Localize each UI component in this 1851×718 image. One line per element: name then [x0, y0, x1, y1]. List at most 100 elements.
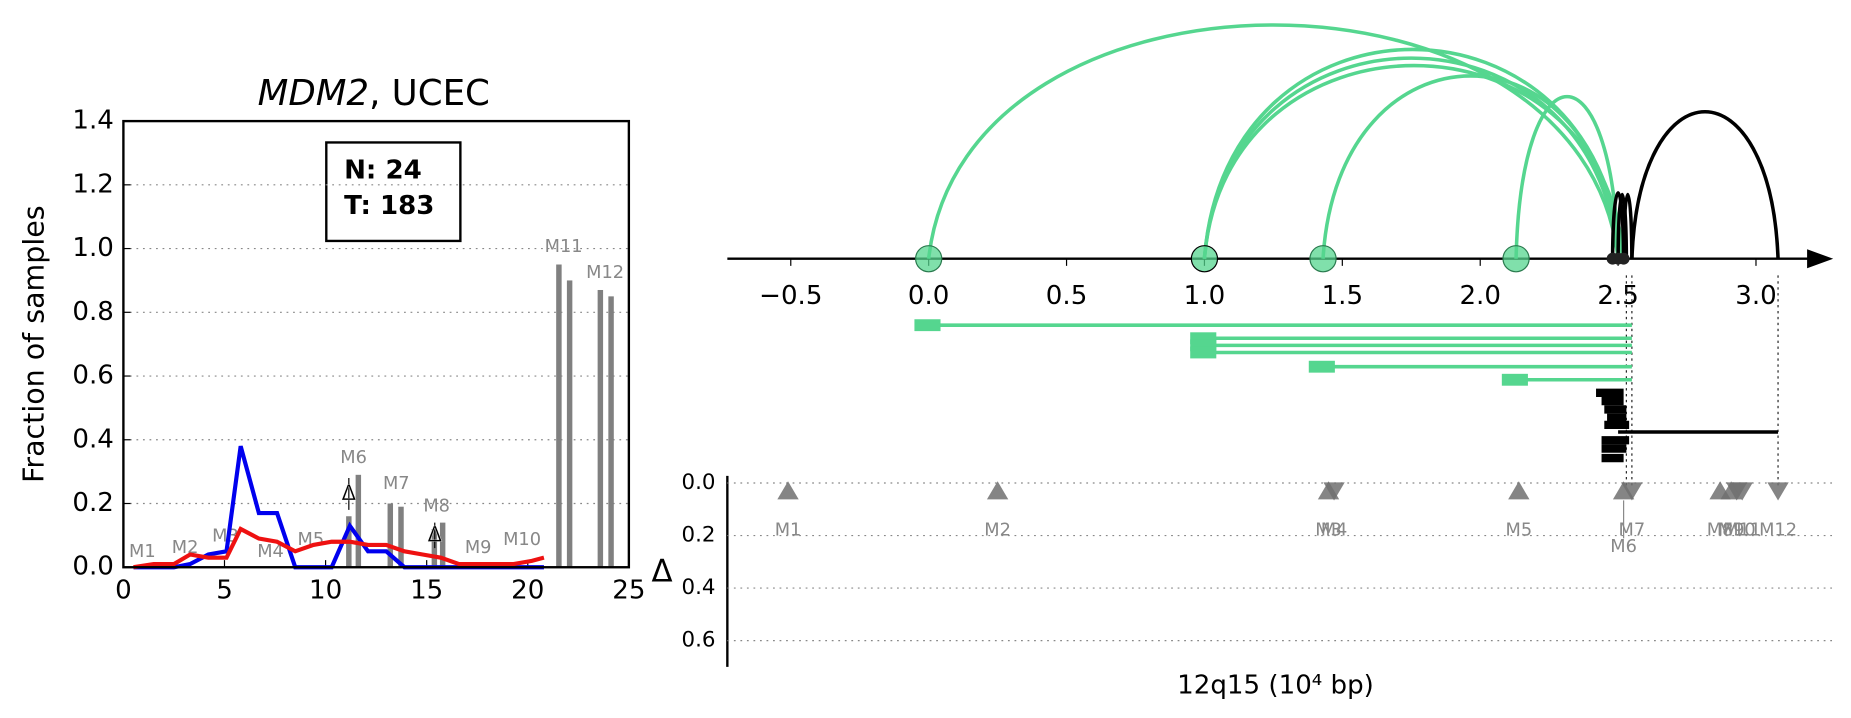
bar	[556, 264, 562, 568]
line-series	[133, 526, 545, 570]
marker-label: M10	[1718, 519, 1756, 540]
x-tick-label: 3.0	[1735, 281, 1777, 311]
arc	[1321, 74, 1620, 259]
bar	[608, 296, 614, 568]
marker-label: M11	[1723, 519, 1761, 540]
bar	[398, 506, 404, 568]
arc	[1630, 110, 1780, 259]
plot-frame	[122, 119, 631, 569]
marker-label: M8	[423, 496, 450, 517]
x-tick-label: 1.0	[1184, 281, 1226, 311]
marker-label: M8	[1707, 519, 1734, 540]
y-tick-label: 0.2	[72, 488, 114, 518]
x-tick-label: 2.5	[1597, 281, 1639, 311]
node	[915, 245, 943, 273]
x-tick-label: 10	[309, 575, 342, 605]
marker	[1323, 482, 1345, 501]
marker-label: M6	[340, 447, 367, 468]
marker-label: M4	[1321, 519, 1348, 540]
y-tick-label: 0.4	[682, 575, 716, 600]
y-axis-label: Fraction of samples	[18, 205, 51, 483]
title-gene: MDM2	[258, 73, 369, 114]
marker-label: M7	[383, 473, 410, 494]
y-tick-label: 0.6	[682, 628, 716, 653]
marker-label: M10	[503, 529, 541, 550]
marker	[1767, 482, 1789, 501]
marker-label: M7	[1619, 519, 1646, 540]
marker-label: M3	[212, 525, 239, 546]
x-tick-label: 15	[410, 575, 443, 605]
marker-label: M12	[1759, 519, 1797, 540]
bar	[431, 528, 438, 568]
marker	[1508, 481, 1530, 500]
y-tick-label: 0.6	[72, 361, 114, 391]
x-tick-label: 2.0	[1459, 281, 1501, 311]
dot	[1617, 252, 1630, 265]
x-tick-label: 0.0	[908, 281, 950, 311]
y-tick-label: 0.4	[72, 424, 114, 454]
arc	[1202, 63, 1626, 259]
segment-start	[1308, 360, 1335, 373]
x-axis-label: 12q15 (10⁴ bp)	[1177, 670, 1374, 700]
x-tick-label: 25	[612, 575, 645, 605]
bar	[439, 522, 446, 568]
marker-label: M9	[465, 537, 492, 558]
segment-start	[1190, 346, 1217, 359]
marker-label: M2	[984, 519, 1011, 540]
bar	[387, 503, 394, 568]
node	[1309, 245, 1337, 273]
marker-label: M4	[257, 541, 284, 562]
chart-title: MDM2, UCEC	[258, 73, 490, 114]
bar	[597, 289, 604, 568]
arc	[1202, 56, 1620, 259]
x-tick-label: −0.5	[759, 281, 822, 311]
y-tick-label: 1.4	[72, 106, 114, 136]
annotation: T: 183	[344, 191, 434, 221]
segment-start	[1190, 339, 1217, 352]
title-suffix: , UCEC	[369, 73, 490, 114]
bar	[355, 474, 362, 568]
annotation: N: 24	[344, 155, 422, 185]
arc	[1621, 192, 1634, 259]
marker-label: M11	[545, 236, 583, 257]
y-tick-label: 0.8	[72, 297, 114, 327]
x-tick-label: 0	[115, 575, 132, 605]
x-tick-label: 1.5	[1322, 281, 1364, 311]
marker	[986, 481, 1009, 500]
y-tick-label: 0.0	[682, 470, 716, 495]
arc	[1514, 95, 1620, 259]
y-axis-label: Δ	[652, 554, 673, 590]
segment-start	[1190, 332, 1217, 345]
marker-label: M9	[1718, 519, 1745, 540]
y-tick-label: 1.0	[72, 233, 114, 263]
marker-label: M6	[1610, 536, 1637, 557]
y-tick-label: 1.2	[72, 169, 114, 199]
axis-arrow	[1807, 249, 1834, 269]
bar	[566, 280, 573, 568]
x-tick-label: 20	[511, 575, 544, 605]
annotation-box	[325, 141, 462, 243]
marker-label: M3	[1315, 519, 1342, 540]
x-tick-label: 0.5	[1046, 281, 1088, 311]
segment-start	[1501, 373, 1528, 386]
arc	[926, 23, 1620, 259]
marker	[1731, 482, 1753, 501]
marker-label: M1	[775, 519, 802, 540]
x-tick-label: 5	[216, 575, 233, 605]
delta-label: Δ	[342, 481, 357, 506]
marker	[1621, 482, 1643, 501]
segment-start	[914, 319, 941, 332]
arc	[1616, 192, 1629, 259]
node	[1190, 245, 1219, 273]
y-tick-label: 0.2	[682, 523, 716, 548]
marker-label: M5	[1505, 519, 1532, 540]
marker-label: M12	[586, 262, 624, 283]
marker	[777, 481, 799, 500]
arc	[1202, 47, 1623, 259]
y-tick-label: 0.0	[72, 552, 114, 582]
delta-label: Δ	[427, 522, 442, 547]
node	[1502, 245, 1530, 273]
marker-label: M1	[129, 541, 156, 562]
